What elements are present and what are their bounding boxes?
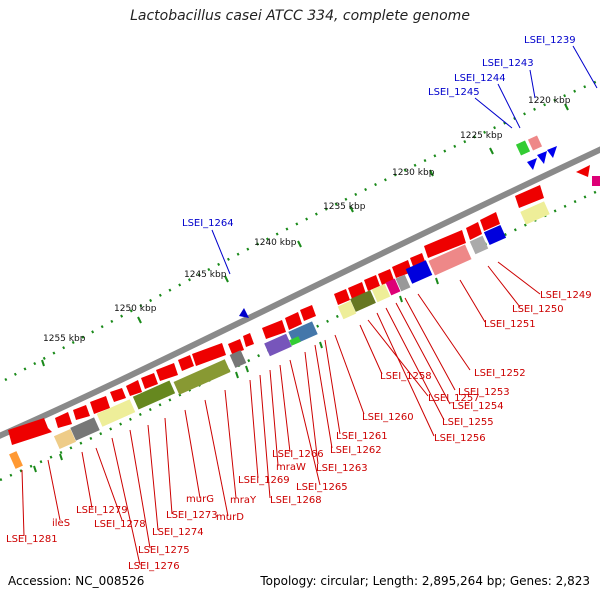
- feature-label-blue: LSEI_1243: [482, 58, 534, 69]
- scale-label: 1255 kbp: [43, 334, 86, 344]
- blue-labels: LSEI_1239 LSEI_1243 LSEI_1244 LSEI_1245 …: [182, 35, 576, 229]
- feature-label-red: ileS: [52, 518, 70, 529]
- feature-label-blue: LSEI_1239: [524, 35, 576, 46]
- feature-label-red: LSEI_1260: [362, 412, 414, 423]
- feature-label-red: LSEI_1278: [94, 519, 146, 530]
- scale-label: 1235 kbp: [323, 202, 366, 212]
- feature-label-red: LSEI_1263: [316, 463, 368, 474]
- scale-label: 1240 kbp: [254, 238, 297, 248]
- feature-label-red: murD: [216, 512, 244, 523]
- feature-label-red: mraY: [230, 495, 257, 506]
- scale-label: 1250 kbp: [114, 304, 157, 314]
- feature-label-red: LSEI_1265: [296, 482, 348, 493]
- feature-label-red: LSEI_1256: [434, 433, 486, 444]
- feature-label-red: LSEI_1269: [238, 475, 290, 486]
- feature-label-red: LSEI_1268: [270, 495, 322, 506]
- feature-label-blue: LSEI_1245: [428, 87, 480, 98]
- map-title: Lactobacillus casei ATCC 334, complete g…: [130, 8, 470, 24]
- red-leaders: [21, 261, 541, 566]
- feature-label-red: LSEI_1276: [128, 561, 180, 572]
- scale-major-ticks: [41, 103, 569, 367]
- feature-cluster-top-right: [239, 135, 600, 318]
- feature-label-red: LSEI_1261: [336, 431, 388, 442]
- feature-label-red: LSEI_1273: [166, 510, 218, 521]
- gene-blocks: [9, 201, 550, 469]
- feature-label-red: LSEI_1275: [138, 545, 190, 556]
- feature-label-red: LSEI_1281: [6, 534, 58, 545]
- feature-label-red: LSEI_1250: [512, 304, 564, 315]
- genome-summary: Topology: circular; Length: 2,895,264 bp…: [260, 574, 590, 588]
- feature-label-red: LSEI_1279: [76, 505, 128, 516]
- scale-labels: 1220 kbp 1225 kbp 1230 kbp 1235 kbp 1240…: [43, 96, 571, 344]
- feature-label-red: LSEI_1255: [442, 417, 494, 428]
- feature-label-red: LSEI_1253: [458, 387, 510, 398]
- scale-label: 1230 kbp: [392, 168, 435, 178]
- feature-label-blue: LSEI_1244: [454, 73, 506, 84]
- feature-label-red: LSEI_1258: [380, 371, 432, 382]
- feature-label-red: LSEI_1274: [152, 527, 204, 538]
- feature-label-red: mraW: [276, 462, 306, 473]
- scale-label: 1220 kbp: [528, 96, 571, 106]
- feature-label-blue: LSEI_1264: [182, 218, 234, 229]
- inner-ticks: [33, 277, 439, 473]
- accession-label: Accession: NC_008526: [8, 574, 145, 588]
- feature-label-red: LSEI_1254: [452, 401, 504, 412]
- feature-label-red: LSEI_1251: [484, 319, 536, 330]
- genome-backbone: [0, 146, 600, 439]
- scale-label: 1225 kbp: [460, 131, 503, 141]
- feature-label-red: LSEI_1262: [330, 445, 382, 456]
- blue-leaders: [211, 45, 598, 275]
- feature-label-red: LSEI_1266: [272, 449, 324, 460]
- feature-label-red: LSEI_1257: [428, 393, 480, 404]
- feature-label-red: LSEI_1249: [540, 290, 592, 301]
- scale-label: 1245 kbp: [184, 270, 227, 280]
- red-labels: LSEI_1249 LSEI_1250 LSEI_1251 LSEI_1252 …: [6, 290, 592, 572]
- feature-label-red: LSEI_1252: [474, 368, 526, 379]
- feature-label-red: murG: [186, 494, 214, 505]
